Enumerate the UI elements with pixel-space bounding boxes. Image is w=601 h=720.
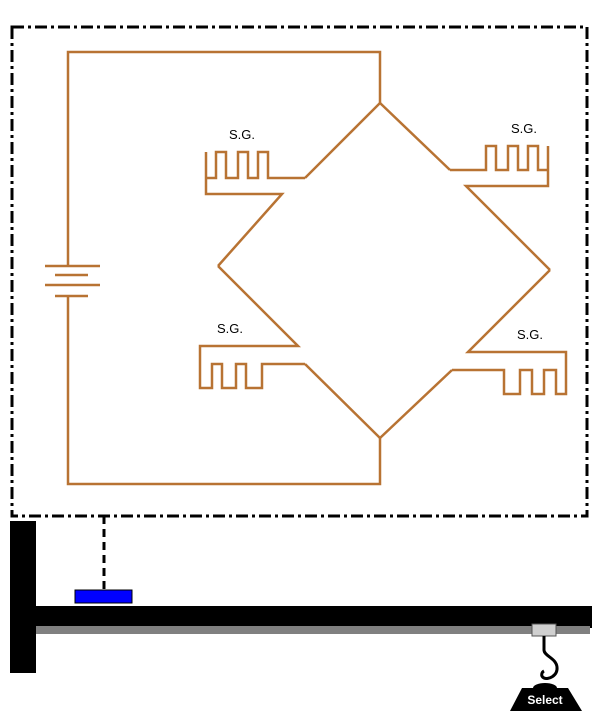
weight-icon xyxy=(510,688,582,711)
gauge-top-right-grid xyxy=(450,144,551,271)
bridge-arm-top-left xyxy=(304,102,381,179)
weight-select-label: Select xyxy=(527,693,562,707)
bridge-arm-top-right xyxy=(379,102,451,171)
gauge-label-top-left: S.G. xyxy=(229,127,255,142)
weight-handle xyxy=(533,683,557,693)
supply-wire-bottom xyxy=(66,296,382,486)
hook-mount xyxy=(531,623,557,637)
cantilever-beam xyxy=(36,606,592,628)
bridge-arm-bottom-right xyxy=(379,369,453,439)
wall-support xyxy=(10,521,36,673)
gauge-bottom-left-grid xyxy=(198,265,305,390)
supply-wire-top xyxy=(66,50,382,266)
beam-underside xyxy=(36,626,590,634)
weight-select-button[interactable]: Select xyxy=(510,683,582,711)
gauge-label-bottom-right: S.G. xyxy=(517,327,543,342)
gauge-label-bottom-left: S.G. xyxy=(217,321,243,336)
hook-icon xyxy=(540,636,559,680)
bridge-arm-bottom-left xyxy=(304,363,381,439)
circuit-enclosure xyxy=(10,25,589,518)
gauge-label-top-right: S.G. xyxy=(511,121,537,136)
strain-sensor-block[interactable] xyxy=(74,589,133,604)
gauge-bottom-right-grid xyxy=(452,269,568,396)
battery-icon xyxy=(45,264,100,298)
bridge-circuit xyxy=(45,50,568,486)
gauge-top-left-grid xyxy=(204,150,305,267)
